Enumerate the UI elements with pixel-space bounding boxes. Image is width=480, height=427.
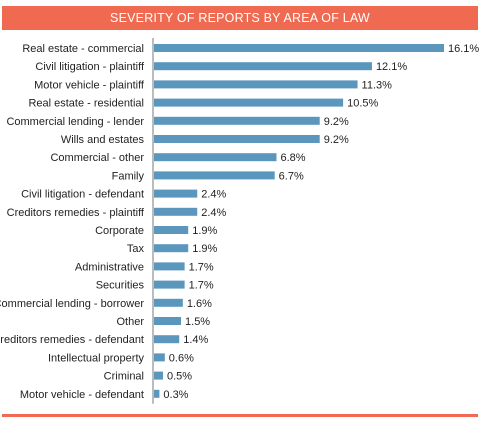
value-label: 9.2% xyxy=(324,134,349,146)
bar xyxy=(154,371,164,380)
category-label: Criminal xyxy=(104,371,144,383)
bar xyxy=(154,153,277,162)
bar xyxy=(154,44,444,52)
value-label: 12.1% xyxy=(376,61,407,73)
category-label: Civil litigation - plaintiff xyxy=(35,61,145,73)
category-label: Civil litigation - defendant xyxy=(21,189,144,201)
value-label: 10.5% xyxy=(347,98,378,110)
bar xyxy=(154,207,198,216)
category-label: Other xyxy=(116,316,144,328)
category-label: Commercial - other xyxy=(50,152,144,164)
bar xyxy=(154,317,182,325)
chart-title-banner: SEVERITY OF REPORTS BY AREA OF LAW xyxy=(2,6,478,30)
value-label: 9.2% xyxy=(324,116,349,128)
bar xyxy=(154,262,185,271)
value-label: 1.9% xyxy=(192,225,217,237)
category-label: Wills and estates xyxy=(61,134,145,146)
category-label: Corporate xyxy=(95,225,144,237)
value-label: 11.3% xyxy=(362,79,393,91)
value-label: 6.8% xyxy=(280,152,305,164)
value-label: 6.7% xyxy=(279,170,304,182)
category-label: Creditors remedies - plaintiff xyxy=(7,207,145,219)
bar xyxy=(154,98,344,107)
category-label: Administrative xyxy=(75,261,144,273)
category-label: Securities xyxy=(96,280,145,292)
bar xyxy=(154,189,198,198)
value-label: 0.6% xyxy=(169,352,194,364)
chart-title: SEVERITY OF REPORTS BY AREA OF LAW xyxy=(110,11,370,25)
bar xyxy=(154,244,189,253)
bar xyxy=(154,298,183,307)
value-label: 1.7% xyxy=(189,261,214,273)
category-label: Commercial lending - borrower xyxy=(0,298,144,310)
category-label: Motor vehicle - defendant xyxy=(20,389,144,401)
value-label: 2.4% xyxy=(201,207,226,219)
category-label: Family xyxy=(112,170,145,182)
value-label: 1.9% xyxy=(192,243,217,255)
value-label: 1.5% xyxy=(185,316,210,328)
bar xyxy=(154,389,160,398)
bottom-divider xyxy=(2,414,478,417)
value-label: 1.4% xyxy=(183,334,208,346)
value-label: 1.7% xyxy=(189,280,214,292)
bar xyxy=(154,135,320,143)
category-label: Creditors remedies - defendant xyxy=(0,334,144,346)
bar xyxy=(154,353,165,362)
category-label: Tax xyxy=(127,243,145,255)
bar xyxy=(154,226,189,234)
category-label: Real estate - residential xyxy=(28,98,144,110)
value-label: 0.5% xyxy=(167,371,192,383)
bar xyxy=(154,62,372,71)
bar xyxy=(154,171,275,180)
category-label: Real estate - commercial xyxy=(22,43,144,55)
value-label: 2.4% xyxy=(201,189,226,201)
bar xyxy=(154,280,185,289)
category-label: Motor vehicle - plaintiff xyxy=(34,79,145,91)
bar xyxy=(154,335,180,344)
value-label: 16.1% xyxy=(448,43,479,55)
category-label: Commercial lending - lender xyxy=(6,116,144,128)
value-label: 0.3% xyxy=(163,389,188,401)
category-label: Intellectual property xyxy=(48,352,144,364)
bar xyxy=(154,80,358,89)
bar xyxy=(154,116,320,125)
value-label: 1.6% xyxy=(187,298,212,310)
